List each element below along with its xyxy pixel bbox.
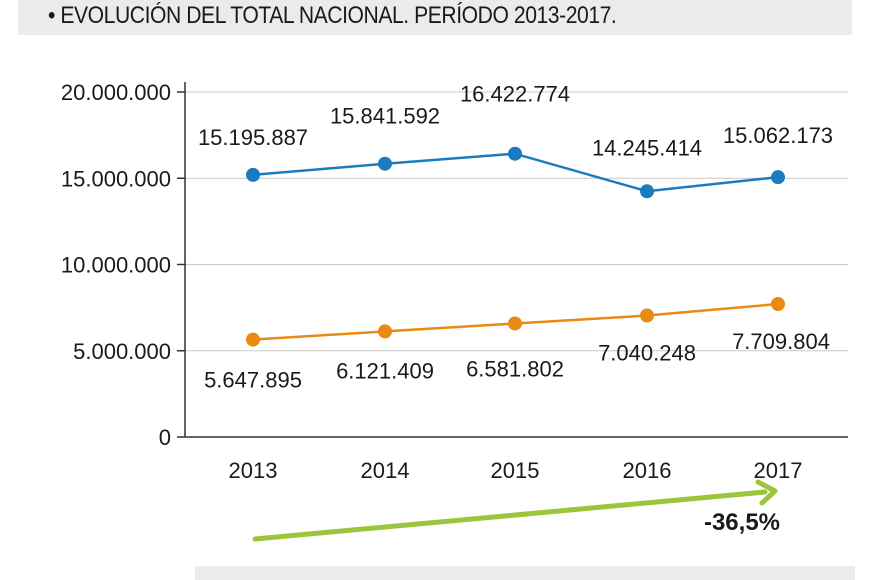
data-label-orange: 5.647.895 [204, 368, 302, 393]
data-label-blue: 15.062.173 [723, 123, 833, 148]
data-label-blue: 16.422.774 [460, 82, 570, 107]
data-point-orange [246, 332, 260, 347]
data-label-orange: 6.121.409 [336, 358, 434, 383]
data-label-orange: 6.581.802 [466, 356, 564, 381]
data-label-orange: 7.040.248 [598, 341, 696, 366]
y-tick-label: 20.000.000 [61, 80, 171, 105]
data-point-orange [640, 308, 654, 323]
trend-arrowhead [755, 479, 778, 506]
data-label-blue: 15.841.592 [330, 104, 440, 129]
data-point-blue [640, 184, 654, 199]
trend-arrow [252, 489, 768, 542]
x-tick-label: 2013 [229, 458, 278, 483]
data-point-blue [771, 170, 785, 185]
bottom-banner [195, 566, 855, 580]
y-tick-label: 15.000.000 [61, 166, 171, 191]
data-point-orange [771, 297, 785, 312]
y-tick-label: 10.000.000 [61, 253, 171, 278]
x-tick-label: 2014 [361, 458, 410, 483]
data-label-blue: 15.195.887 [198, 125, 308, 150]
data-point-orange [508, 316, 522, 331]
chart-title: • EVOLUCIÓN DEL TOTAL NACIONAL. PERÍODO … [48, 2, 617, 29]
data-label-blue: 14.245.414 [592, 135, 702, 160]
data-point-orange [378, 324, 392, 339]
x-tick-label: 2015 [491, 458, 540, 483]
y-tick-label: 0 [159, 425, 171, 450]
title-banner: • EVOLUCIÓN DEL TOTAL NACIONAL. PERÍODO … [18, 0, 852, 35]
data-point-blue [378, 156, 392, 171]
x-tick-label: 2017 [754, 458, 803, 483]
y-tick-label: 5.000.000 [73, 339, 171, 364]
data-point-blue [246, 167, 260, 182]
data-point-blue [508, 146, 522, 161]
change-percent-label: -36,5% [704, 509, 780, 536]
data-label-orange: 7.709.804 [732, 329, 830, 354]
x-tick-label: 2016 [623, 458, 672, 483]
